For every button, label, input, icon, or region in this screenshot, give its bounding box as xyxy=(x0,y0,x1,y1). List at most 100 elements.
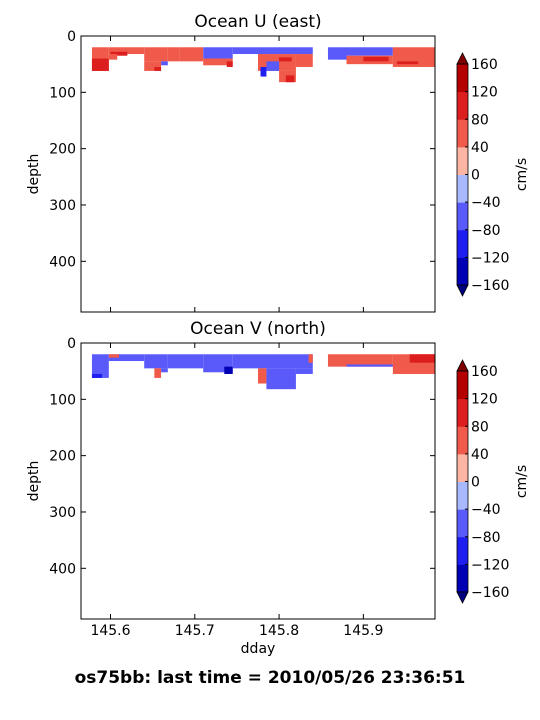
x-axis-label: dday xyxy=(241,641,276,657)
colorbar-segment-3 xyxy=(457,481,468,510)
colorbar-tick-label-7: −120 xyxy=(471,250,509,266)
data-cell-4 xyxy=(108,54,118,60)
data-cell-1 xyxy=(91,58,109,71)
colorbar-tick-label-5: −40 xyxy=(471,195,501,211)
data-cell-10 xyxy=(179,47,204,62)
colorbar-tick-label-2: 80 xyxy=(471,419,489,435)
data-cell-9 xyxy=(224,366,233,374)
data-cell-1 xyxy=(91,373,103,378)
data-cell-14 xyxy=(308,354,313,363)
colorbar-extend-max xyxy=(456,52,469,65)
data-cell-22 xyxy=(295,54,313,67)
colorbar-tick-label-0: 160 xyxy=(471,364,498,380)
y-tick-label-2: 200 xyxy=(49,449,76,465)
data-cell-5 xyxy=(144,47,168,62)
colorbar-segment-2 xyxy=(457,202,468,231)
data-cell-21 xyxy=(285,75,295,83)
colorbar-tick-label-4: 0 xyxy=(471,475,480,491)
chart-title: Ocean U (east) xyxy=(194,12,321,32)
y-tick-label-1: 100 xyxy=(49,85,76,101)
colorbar-tick-label-6: −80 xyxy=(471,530,501,546)
data-cell-10 xyxy=(232,354,313,369)
colorbar-tick-label-3: 40 xyxy=(471,140,489,156)
data-cell-7 xyxy=(167,354,204,369)
plot-frame xyxy=(80,342,436,620)
data-cell-6 xyxy=(144,61,162,71)
colorbar-segment-4 xyxy=(457,146,468,175)
colorbar: 160 120 80 40 0 −40 −80 −120 −160 cm/s xyxy=(456,359,530,604)
data-cell-23 xyxy=(327,47,347,60)
data-cell-18 xyxy=(266,61,280,71)
figure-caption: os75bb: last time = 2010/05/26 23:36:51 xyxy=(75,668,466,688)
y-tick-label-0: 0 xyxy=(67,29,76,45)
data-cell-13 xyxy=(226,61,233,67)
colorbar-tick-label-0: 160 xyxy=(471,57,498,73)
colorbar-segment-6 xyxy=(457,91,468,120)
data-cell-11 xyxy=(203,47,233,59)
colorbar-tick-label-3: 40 xyxy=(471,447,489,463)
data-cell-24 xyxy=(346,47,393,56)
data-cell-13 xyxy=(295,368,313,374)
data-cell-3 xyxy=(110,51,128,56)
colorbar-segment-7 xyxy=(457,371,468,400)
data-cell-28 xyxy=(397,61,419,65)
x-tick-label-1: 145.7 xyxy=(175,623,215,639)
data-cell-8 xyxy=(161,61,168,66)
data-cell-16 xyxy=(346,354,393,367)
data-cell-4 xyxy=(144,354,168,369)
data-cell-17 xyxy=(260,66,267,77)
data-cell-19 xyxy=(409,354,435,363)
colorbar-segment-2 xyxy=(457,509,468,538)
data-cell-2 xyxy=(108,47,145,55)
y-tick-label-0: 0 xyxy=(67,336,76,352)
data-cells xyxy=(91,47,435,83)
colorbar-segment-3 xyxy=(457,174,468,203)
data-cell-15 xyxy=(258,47,313,55)
y-axis-label: depth xyxy=(26,154,42,195)
colorbar-segment-5 xyxy=(457,426,468,455)
y-tick-label-4: 400 xyxy=(49,561,76,577)
colorbar-label: cm/s xyxy=(514,465,530,498)
colorbar-segment-0 xyxy=(457,564,468,593)
plot-frame xyxy=(80,35,436,313)
colorbar-tick-label-8: −160 xyxy=(471,278,509,294)
data-cell-12 xyxy=(266,368,296,390)
colorbar-tick-label-7: −120 xyxy=(471,557,509,573)
colorbar-label: cm/s xyxy=(514,158,530,191)
x-tick-label-0: 145.6 xyxy=(90,623,130,639)
data-cell-7 xyxy=(154,66,162,71)
colorbar-segment-4 xyxy=(457,453,468,482)
colorbar-tick-label-8: −160 xyxy=(471,585,509,601)
data-cell-9 xyxy=(167,47,180,62)
colorbar-extend-min xyxy=(456,284,469,297)
y-tick-label-1: 100 xyxy=(49,392,76,408)
colorbar-extend-max xyxy=(456,359,469,372)
x-tick-label-2: 145.8 xyxy=(259,623,299,639)
colorbar-tick-label-6: −80 xyxy=(471,223,501,239)
data-cell-5 xyxy=(154,368,162,378)
colorbar-tick-label-4: 0 xyxy=(471,168,480,184)
data-cell-3 xyxy=(108,354,119,358)
data-cell-17 xyxy=(346,364,393,367)
data-cells xyxy=(91,354,435,390)
data-cell-11 xyxy=(258,368,267,384)
colorbar-segment-5 xyxy=(457,119,468,148)
colorbar: 160 120 80 40 0 −40 −80 −120 −160 cm/s xyxy=(456,52,530,297)
y-axis-label: depth xyxy=(26,461,42,502)
colorbar-segment-0 xyxy=(457,257,468,286)
colorbar-segment-7 xyxy=(457,64,468,93)
data-cell-0 xyxy=(91,354,109,378)
colorbar-tick-label-1: 120 xyxy=(471,85,498,101)
y-tick-label-3: 300 xyxy=(49,505,76,521)
data-cell-6 xyxy=(161,368,168,373)
colorbar-segment-1 xyxy=(457,229,468,258)
data-cell-19 xyxy=(279,57,292,62)
y-tick-label-4: 400 xyxy=(49,254,76,270)
y-tick-label-2: 200 xyxy=(49,142,76,158)
data-cell-26 xyxy=(363,56,389,62)
colorbar-tick-label-5: −40 xyxy=(471,502,501,518)
colorbar-tick-label-1: 120 xyxy=(471,392,498,408)
data-cell-2 xyxy=(108,354,145,362)
colorbar-extend-min xyxy=(456,591,469,604)
